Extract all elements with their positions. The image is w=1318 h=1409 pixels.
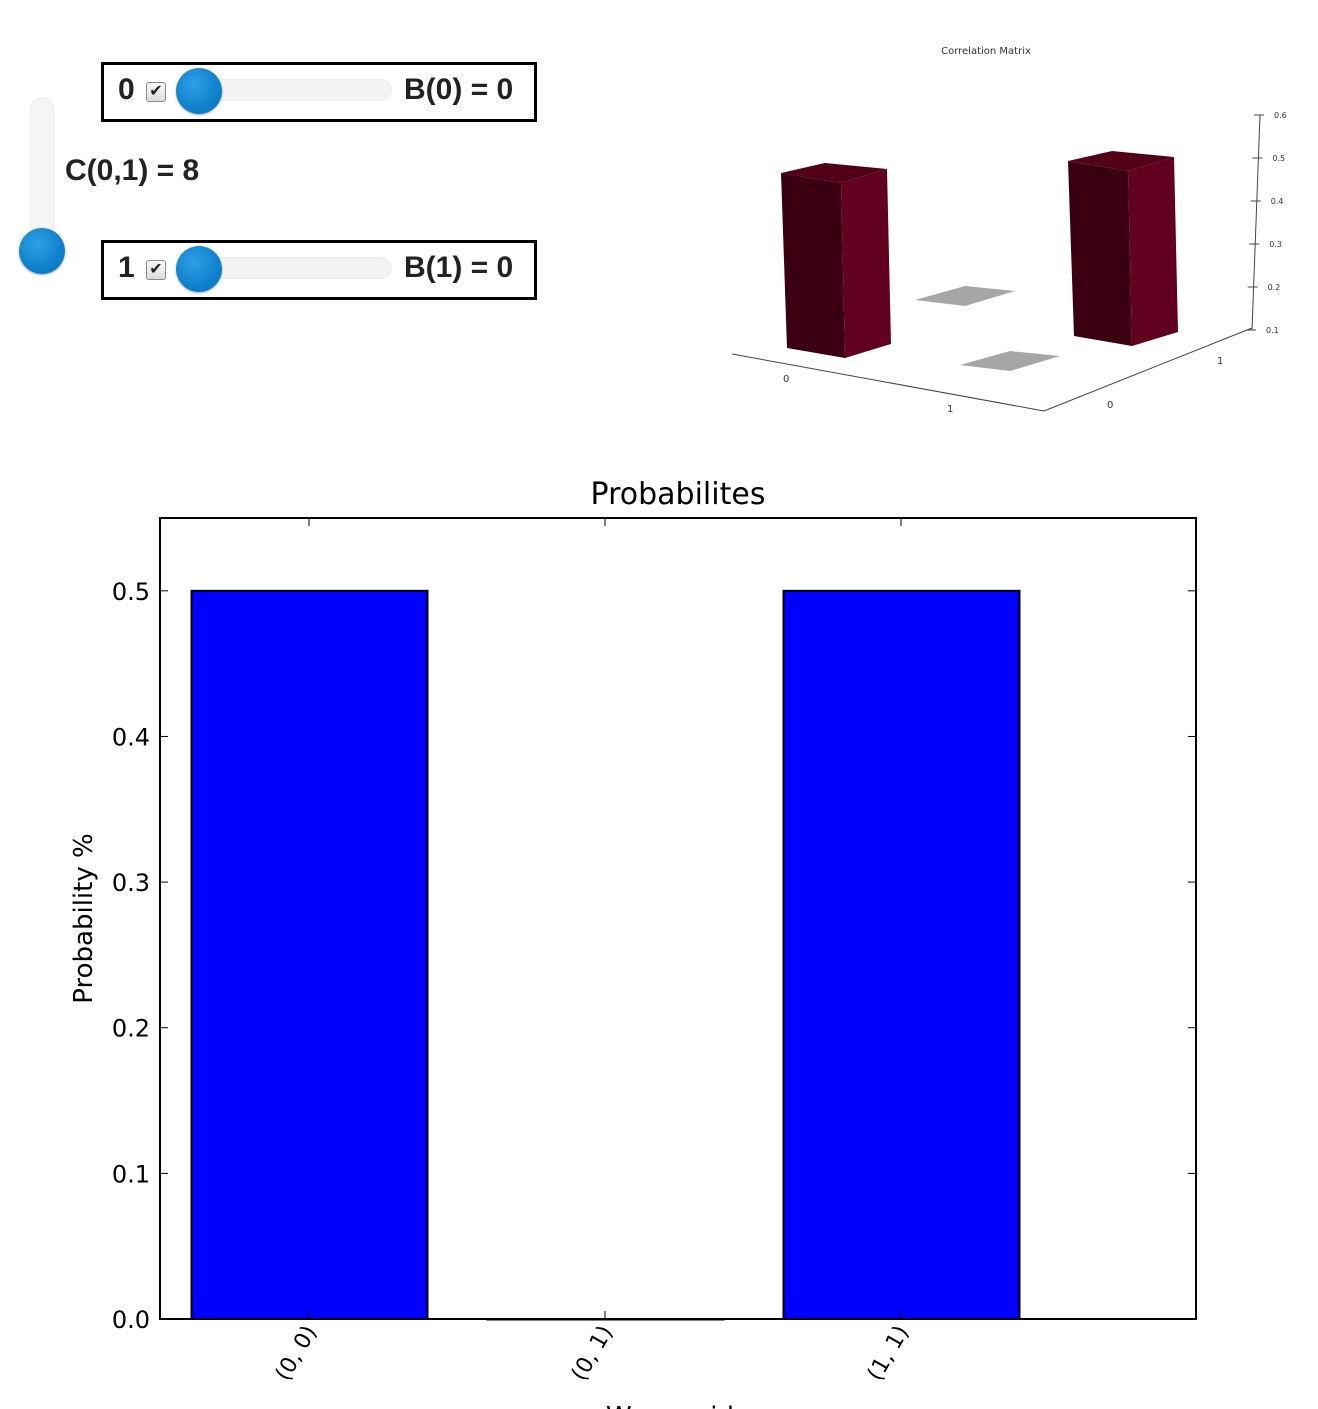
corr-x-axis xyxy=(731,353,1045,412)
prob-plot-frame xyxy=(159,517,1197,1320)
corr-z-axis xyxy=(1251,114,1261,331)
mode-0-checkbox[interactable]: ✔ xyxy=(146,82,166,102)
corr-x-tick-label: 1 xyxy=(947,404,953,415)
prob-x-tick-label: (0, 1) xyxy=(567,1322,618,1386)
prob-y-tick-label: 0.1 xyxy=(112,1160,150,1188)
coupling-value-label: C(0,1) = 8 xyxy=(65,154,200,187)
mode-1-index: 1 xyxy=(118,251,135,284)
prob-title: Probabilites xyxy=(591,477,766,512)
corr-y-tick-label: 1 xyxy=(1217,356,1223,367)
corr-flat-cell xyxy=(915,286,1015,306)
corr-title: Correlation Matrix xyxy=(941,46,1031,57)
corr-z-tick-label: 0.2 xyxy=(1268,283,1281,292)
mode-0-slider-handle[interactable] xyxy=(176,68,222,114)
corr-z-tick-label: 0.6 xyxy=(1274,111,1287,120)
corr-bar-side xyxy=(841,169,891,358)
probabilities-chart: Probabilites (0, 0) (0, 1) (1, 1) 0.0 0.1 0.2 0… xyxy=(69,477,1197,1409)
corr-bar-side xyxy=(1128,157,1178,346)
prob-y-axis-label: Probability % xyxy=(69,833,99,1003)
corr-bar-top xyxy=(1068,151,1174,171)
prob-x-tick-label: (1, 1) xyxy=(863,1322,914,1386)
mode-0-index: 0 xyxy=(118,73,135,106)
mode-0-value-label: B(0) = 0 xyxy=(404,73,514,106)
prob-bar xyxy=(782,589,1021,1320)
prob-y-tick-label: 0.5 xyxy=(112,578,150,606)
mode-1-value-label: B(1) = 0 xyxy=(404,251,514,284)
prob-y-tick-label: 0.3 xyxy=(112,869,150,897)
corr-z-tick-label: 0.3 xyxy=(1269,240,1282,249)
corr-z-tick-label: 0.5 xyxy=(1272,154,1285,163)
corr-y-tick-label: 0 xyxy=(1107,400,1113,411)
prob-y-tick-label: 0.2 xyxy=(112,1015,150,1043)
corr-bar-front xyxy=(781,173,845,358)
mode-0-control: 0 ✔ B(0) = 0 xyxy=(101,62,537,122)
mode-1-slider-handle[interactable] xyxy=(176,246,222,292)
corr-bar-top xyxy=(781,163,887,183)
coupling-slider-handle[interactable] xyxy=(19,228,65,274)
corr-bar-front xyxy=(1068,161,1132,346)
corr-z-tick-label: 0.4 xyxy=(1271,197,1284,206)
prob-x-tick-label: (0, 0) xyxy=(271,1322,322,1386)
prob-y-tick-label: 0.0 xyxy=(112,1306,150,1334)
prob-bar xyxy=(190,589,429,1320)
mode-1-control: 1 ✔ B(1) = 0 xyxy=(101,240,537,300)
prob-x-axis-label: Waveguide xyxy=(606,1402,750,1409)
corr-y-axis xyxy=(1043,327,1253,412)
prob-y-tick-label: 0.4 xyxy=(112,723,150,751)
corr-x-tick-label: 0 xyxy=(783,374,789,385)
correlation-matrix-chart: Correlation Matrix 0 1 0 1 0.1 0.2 0.3 0.4 0.5 0.6 xyxy=(731,46,1287,415)
corr-z-tick-label: 0.1 xyxy=(1266,326,1279,335)
mode-1-checkbox[interactable]: ✔ xyxy=(146,260,166,280)
corr-flat-cell xyxy=(960,351,1060,371)
